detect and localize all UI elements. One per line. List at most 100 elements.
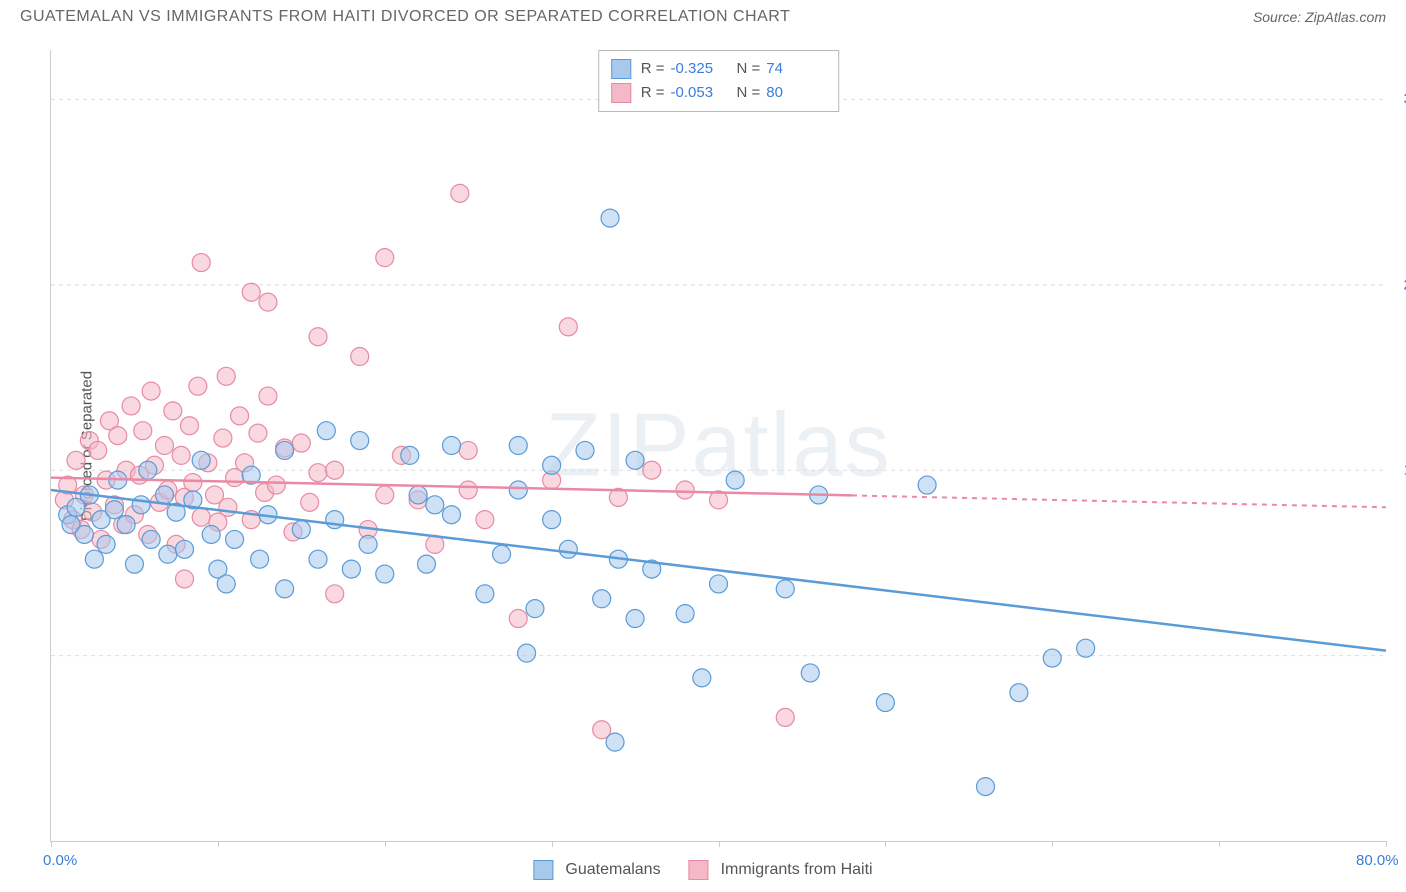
source-attribution: Source: ZipAtlas.com — [1253, 9, 1386, 25]
n-value-haiti: 80 — [766, 81, 826, 105]
x-tick — [218, 841, 219, 847]
point-guatemalan — [710, 575, 728, 593]
x-tick — [885, 841, 886, 847]
point-guatemalan — [543, 511, 561, 529]
point-guatemalan — [726, 471, 744, 489]
x-tick — [385, 841, 386, 847]
x-tick — [552, 841, 553, 847]
point-guatemalan — [626, 451, 644, 469]
point-haiti — [249, 424, 267, 442]
point-haiti — [326, 461, 344, 479]
point-guatemalan — [443, 506, 461, 524]
legend-label-haiti: Immigrants from Haiti — [721, 861, 873, 879]
point-haiti — [172, 446, 190, 464]
chart-title: GUATEMALAN VS IMMIGRANTS FROM HAITI DIVO… — [20, 8, 790, 26]
point-guatemalan — [217, 575, 235, 593]
point-guatemalan — [606, 733, 624, 751]
point-haiti — [309, 464, 327, 482]
point-guatemalan — [526, 600, 544, 618]
n-label: N = — [737, 57, 761, 81]
point-haiti — [776, 708, 794, 726]
point-guatemalan — [576, 441, 594, 459]
point-guatemalan — [443, 437, 461, 455]
point-guatemalan — [509, 481, 527, 499]
point-guatemalan — [509, 437, 527, 455]
n-label: N = — [737, 81, 761, 105]
point-haiti — [155, 437, 173, 455]
point-guatemalan — [776, 580, 794, 598]
point-guatemalan — [493, 545, 511, 563]
point-guatemalan — [125, 555, 143, 573]
legend-row-haiti: R = -0.053 N = 80 — [611, 81, 827, 105]
point-guatemalan — [601, 209, 619, 227]
point-guatemalan — [142, 530, 160, 548]
point-guatemalan — [626, 610, 644, 628]
point-haiti — [476, 511, 494, 529]
point-haiti — [242, 283, 260, 301]
point-haiti — [189, 377, 207, 395]
point-haiti — [231, 407, 249, 425]
point-guatemalan — [359, 535, 377, 553]
point-haiti — [351, 348, 369, 366]
point-guatemalan — [202, 525, 220, 543]
x-tick — [1052, 841, 1053, 847]
chart-header: GUATEMALAN VS IMMIGRANTS FROM HAITI DIVO… — [0, 0, 1406, 30]
point-guatemalan — [132, 496, 150, 514]
point-haiti — [217, 367, 235, 385]
point-guatemalan — [476, 585, 494, 603]
point-guatemalan — [693, 669, 711, 687]
regression-line-guatemalan — [51, 490, 1386, 651]
x-tick — [719, 841, 720, 847]
legend-label-guatemalans: Guatemalans — [565, 861, 660, 879]
r-label: R = — [641, 57, 665, 81]
point-guatemalan — [251, 550, 269, 568]
scatter-plot-svg — [51, 50, 1386, 841]
x-tick-label: 80.0% — [1356, 852, 1399, 869]
point-guatemalan — [676, 605, 694, 623]
point-haiti — [134, 422, 152, 440]
legend-item-haiti: Immigrants from Haiti — [689, 860, 873, 880]
point-guatemalan — [1077, 639, 1095, 657]
point-guatemalan — [105, 501, 123, 519]
point-haiti — [214, 429, 232, 447]
point-haiti — [559, 318, 577, 336]
point-guatemalan — [85, 550, 103, 568]
point-haiti — [509, 610, 527, 628]
point-guatemalan — [309, 550, 327, 568]
point-haiti — [292, 434, 310, 452]
point-guatemalan — [139, 461, 157, 479]
point-haiti — [164, 402, 182, 420]
point-guatemalan — [543, 456, 561, 474]
point-guatemalan — [1043, 649, 1061, 667]
x-tick — [51, 841, 52, 847]
n-value-guatemalans: 74 — [766, 57, 826, 81]
legend-item-guatemalans: Guatemalans — [533, 860, 660, 880]
point-guatemalan — [876, 694, 894, 712]
point-haiti — [142, 382, 160, 400]
point-guatemalan — [342, 560, 360, 578]
legend-swatch-guatemalans — [533, 860, 553, 880]
point-haiti — [309, 328, 327, 346]
point-guatemalan — [409, 486, 427, 504]
point-haiti — [192, 508, 210, 526]
point-haiti — [184, 474, 202, 492]
r-value-guatemalans: -0.325 — [671, 57, 731, 81]
point-guatemalan — [159, 545, 177, 563]
point-guatemalan — [117, 516, 135, 534]
point-haiti — [67, 451, 85, 469]
point-haiti — [89, 441, 107, 459]
point-guatemalan — [518, 644, 536, 662]
series-legend: Guatemalans Immigrants from Haiti — [533, 860, 872, 880]
point-guatemalan — [276, 580, 294, 598]
legend-swatch-haiti — [689, 860, 709, 880]
point-haiti — [676, 481, 694, 499]
point-guatemalan — [977, 778, 995, 796]
point-haiti — [643, 461, 661, 479]
point-haiti — [301, 493, 319, 511]
point-guatemalan — [176, 540, 194, 558]
chart-plot-area: ZIPatlas R = -0.325 N = 74 R = -0.053 N … — [50, 50, 1386, 842]
point-guatemalan — [401, 446, 419, 464]
point-guatemalan — [276, 441, 294, 459]
x-tick-label: 0.0% — [43, 852, 77, 869]
point-haiti — [326, 585, 344, 603]
